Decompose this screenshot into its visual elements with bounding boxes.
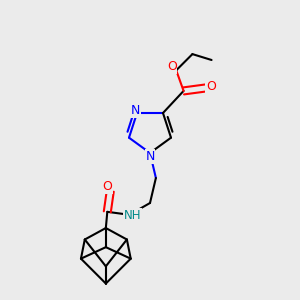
Text: O: O (102, 180, 112, 193)
Text: O: O (167, 60, 177, 73)
Text: NH: NH (124, 208, 141, 222)
Text: N: N (145, 150, 155, 163)
Text: N: N (131, 104, 140, 117)
Text: O: O (206, 80, 216, 93)
